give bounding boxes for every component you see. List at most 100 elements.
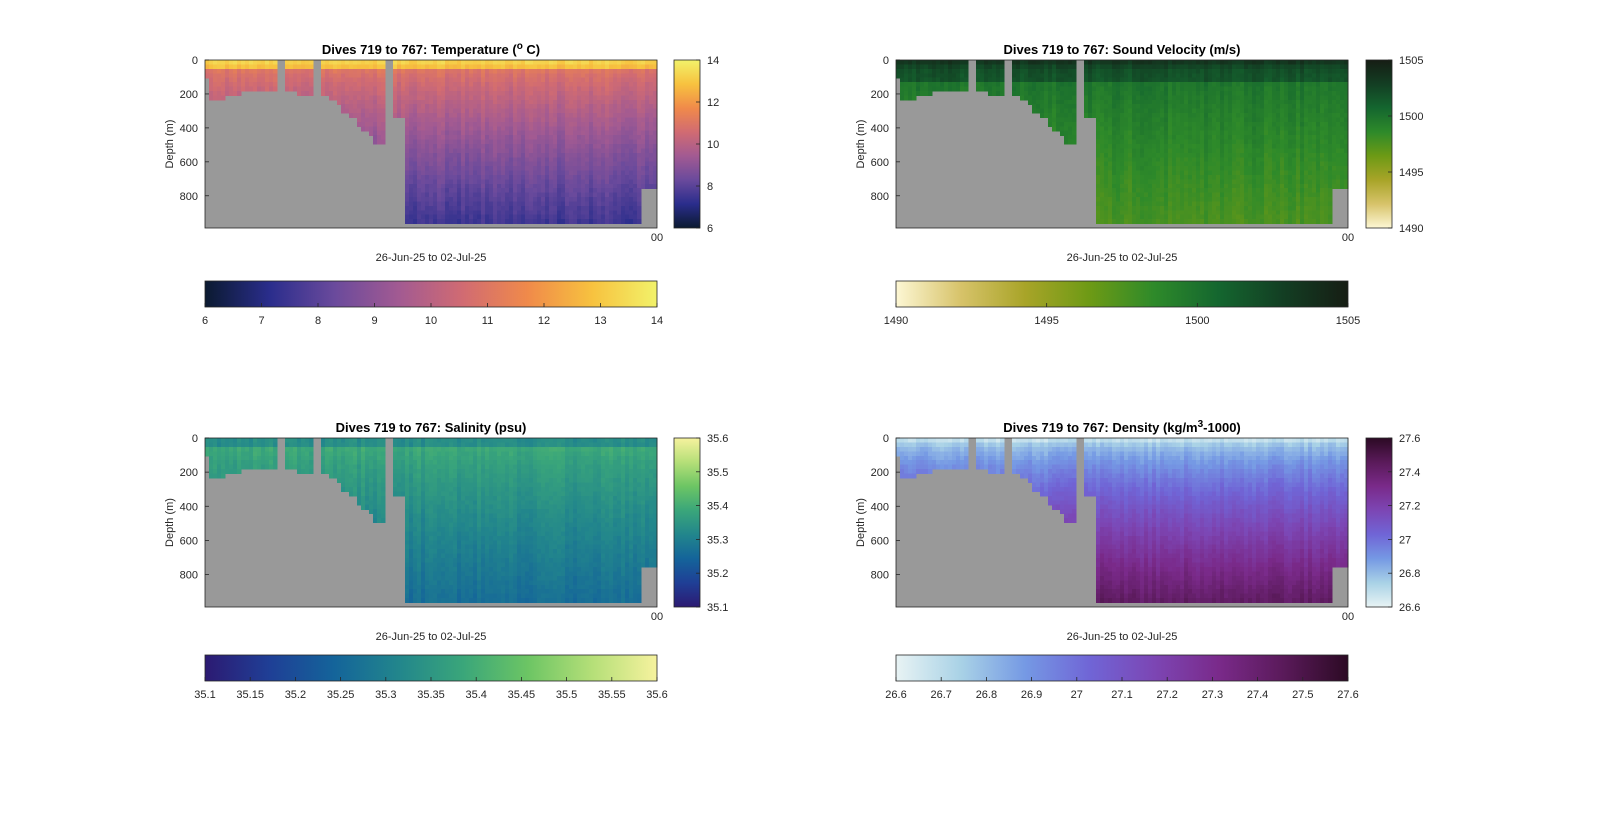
h-colorbar-tick-label: 12 xyxy=(538,315,550,327)
vertical-colorbar xyxy=(673,437,701,608)
colorbar-tick-label: 27.6 xyxy=(1399,433,1420,445)
y-tick-label: 400 xyxy=(180,501,198,513)
h-colorbar-tick-label: 27.1 xyxy=(1111,689,1132,701)
h-colorbar-tick-label: 27 xyxy=(1071,689,1083,701)
h-colorbar-tick-label: 35.15 xyxy=(236,689,264,701)
y-tick-label: 600 xyxy=(871,157,889,169)
vertical-colorbar xyxy=(1365,437,1393,608)
colorbar-tick-label: 26.6 xyxy=(1399,602,1420,614)
colorbar-tick-label: 1500 xyxy=(1399,111,1423,123)
h-colorbar-tick-label: 35.2 xyxy=(285,689,306,701)
y-tick-label: 0 xyxy=(883,433,889,445)
h-colorbar-tick-label: 1490 xyxy=(884,315,908,327)
h-colorbar-tick-label: 35.1 xyxy=(194,689,215,701)
y-tick-label: 800 xyxy=(871,570,889,582)
colorbar-tick-label: 12 xyxy=(707,97,719,109)
x-axis-label: 26-Jun-25 to 02-Jul-25 xyxy=(1067,631,1178,643)
axes-frame xyxy=(204,59,658,229)
h-colorbar-tick-label: 27.2 xyxy=(1156,689,1177,701)
colorbar-tick-label: 1505 xyxy=(1399,55,1423,67)
y-tick-label: 0 xyxy=(192,433,198,445)
y-axis-label: Depth (m) xyxy=(855,498,867,547)
y-tick-label: 400 xyxy=(871,123,889,135)
y-tick-label: 600 xyxy=(871,535,889,547)
chart-title: Dives 719 to 767: Salinity (psu) xyxy=(336,420,527,435)
colorbar-tick-label: 35.3 xyxy=(707,534,728,546)
vertical-colorbar xyxy=(673,59,701,229)
h-colorbar-tick-label: 26.6 xyxy=(885,689,906,701)
h-colorbar-tick-label: 27.4 xyxy=(1247,689,1268,701)
horizontal-colorbar xyxy=(895,654,1349,682)
horizontal-colorbar xyxy=(204,280,658,308)
h-colorbar-tick-label: 13 xyxy=(594,315,606,327)
horizontal-colorbar xyxy=(895,280,1349,308)
y-axis-label: Depth (m) xyxy=(164,498,176,547)
y-tick-label: 400 xyxy=(871,501,889,513)
h-colorbar-tick-label: 35.25 xyxy=(327,689,355,701)
x-tick-label: 00 xyxy=(651,232,663,244)
colorbar-tick-label: 35.2 xyxy=(707,568,728,580)
colorbar-tick-label: 1495 xyxy=(1399,167,1423,179)
y-tick-label: 0 xyxy=(192,55,198,67)
axes-frame xyxy=(204,437,658,608)
colorbar-tick-label: 35.6 xyxy=(707,433,728,445)
y-axis-label: Depth (m) xyxy=(855,120,867,169)
panel-salinity: 0 200 400 600 800 00 Depth (m) 26-Jun-25 to 02-… xyxy=(164,420,728,701)
y-tick-label: 200 xyxy=(871,467,889,479)
heatmap-cells xyxy=(205,438,658,604)
colorbar-tick-label: 35.5 xyxy=(707,467,728,479)
colorbar-tick-label: 8 xyxy=(707,181,713,193)
h-colorbar-tick-label: 11 xyxy=(482,315,493,327)
colorbar-tick-label: 1490 xyxy=(1399,223,1423,235)
x-axis-label: 26-Jun-25 to 02-Jul-25 xyxy=(1067,252,1178,264)
colorbar-tick-label: 35.1 xyxy=(707,602,728,614)
y-tick-label: 800 xyxy=(871,191,889,203)
panel-density: 0 200 400 600 800 00 Depth (m) 26-Jun-25 to 02-… xyxy=(855,419,1420,702)
axes-frame xyxy=(895,59,1349,229)
x-tick-label: 00 xyxy=(1342,232,1354,244)
h-colorbar-tick-label: 35.5 xyxy=(556,689,577,701)
y-tick-label: 200 xyxy=(180,467,198,479)
y-tick-label: 800 xyxy=(180,191,198,203)
axes-frame xyxy=(895,437,1349,608)
h-colorbar-tick-label: 26.7 xyxy=(930,689,951,701)
panel-temperature: 0 200 400 600 800 00 Depth (m) 26-Jun-25 to 02-… xyxy=(164,41,719,328)
colorbar-tick-label: 35.4 xyxy=(707,501,728,513)
h-colorbar-tick-label: 14 xyxy=(651,315,663,327)
h-colorbar-tick-label: 27.3 xyxy=(1202,689,1223,701)
h-colorbar-tick-label: 35.35 xyxy=(417,689,445,701)
h-colorbar-tick-label: 35.3 xyxy=(375,689,396,701)
vertical-colorbar xyxy=(1365,59,1393,229)
x-tick-label: 00 xyxy=(651,611,663,623)
h-colorbar-tick-label: 1495 xyxy=(1034,315,1058,327)
h-colorbar-tick-label: 26.9 xyxy=(1021,689,1042,701)
h-colorbar-tick-label: 1500 xyxy=(1185,315,1209,327)
panel-sound_velocity: 0 200 400 600 800 00 Depth (m) 26-Jun-25 to 02-… xyxy=(855,42,1423,327)
h-colorbar-tick-label: 9 xyxy=(371,315,377,327)
y-tick-label: 0 xyxy=(883,55,889,67)
h-colorbar-tick-label: 35.55 xyxy=(598,689,626,701)
h-colorbar-tick-label: 7 xyxy=(258,315,264,327)
h-colorbar-tick-label: 26.8 xyxy=(976,689,997,701)
h-colorbar-tick-label: 35.45 xyxy=(508,689,536,701)
y-tick-label: 400 xyxy=(180,123,198,135)
y-axis-label: Depth (m) xyxy=(164,120,176,169)
h-colorbar-tick-label: 10 xyxy=(425,315,437,327)
chart-title: Dives 719 to 767: Density (kg/m3-1000) xyxy=(1003,419,1241,436)
x-axis-label: 26-Jun-25 to 02-Jul-25 xyxy=(376,631,487,643)
y-tick-label: 600 xyxy=(180,535,198,547)
chart-title: Dives 719 to 767: Temperature (o C) xyxy=(322,41,540,58)
heatmap-cells xyxy=(896,438,1349,604)
x-axis-label: 26-Jun-25 to 02-Jul-25 xyxy=(376,252,487,264)
y-tick-label: 600 xyxy=(180,157,198,169)
h-colorbar-tick-label: 27.6 xyxy=(1337,689,1358,701)
colorbar-tick-label: 27 xyxy=(1399,534,1411,546)
heatmap-cells xyxy=(205,60,658,225)
colorbar-tick-label: 27.2 xyxy=(1399,501,1420,513)
h-colorbar-tick-label: 35.4 xyxy=(465,689,486,701)
colorbar-tick-label: 26.8 xyxy=(1399,568,1420,580)
colorbar-tick-label: 10 xyxy=(707,139,719,151)
h-colorbar-tick-label: 8 xyxy=(315,315,321,327)
h-colorbar-tick-label: 1505 xyxy=(1336,315,1360,327)
